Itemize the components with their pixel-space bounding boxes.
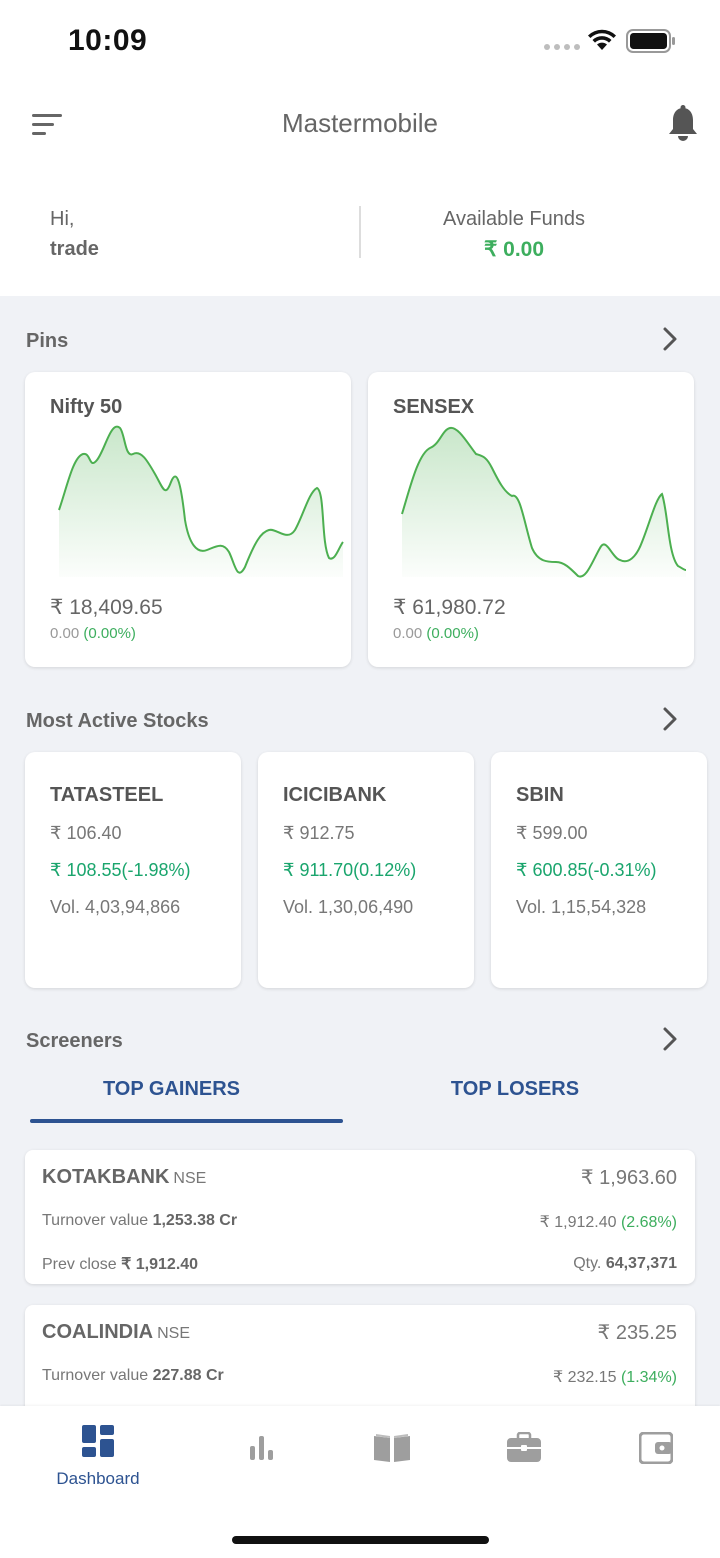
- greeting-hi: Hi,: [50, 208, 75, 230]
- pins-title: Pins: [26, 330, 69, 352]
- greeting-panel: Hi, trade Available Funds ₹ 0.00: [0, 176, 720, 296]
- stock-change: ₹ 108.55(-1.98%): [50, 860, 191, 880]
- change-line: ₹ 1,912.40 (2.68%): [540, 1212, 677, 1232]
- screener-price: ₹ 235.25: [597, 1322, 677, 1344]
- stock-price: ₹ 599.00: [516, 823, 588, 843]
- battery-icon: [626, 29, 675, 53]
- pins-chevron-right-icon[interactable]: [656, 325, 684, 353]
- nav-funds[interactable]: [596, 1424, 716, 1469]
- screener-price: ₹ 1,963.60: [580, 1167, 677, 1189]
- chart-icon: [250, 1436, 273, 1460]
- nav-portfolio[interactable]: [464, 1424, 584, 1469]
- sparkline-chart: [58, 425, 344, 577]
- active-tab-indicator: [30, 1119, 343, 1123]
- stock-name: TATASTEEL: [50, 784, 164, 806]
- qty-label: Qty.: [573, 1255, 602, 1272]
- signal-icon: [544, 44, 580, 50]
- change-line: ₹ 232.15 (1.34%): [553, 1367, 677, 1387]
- stock-name: SBIN: [516, 784, 564, 806]
- symbol-name: KOTAKBANK: [42, 1166, 170, 1188]
- pin-card-sensex[interactable]: SENSEX ₹ 61,980.72 0.00 (0.00%): [368, 372, 694, 667]
- stock-card-sbin[interactable]: SBIN ₹ 599.00 ₹ 600.85(-0.31%) Vol. 1,15…: [491, 752, 707, 988]
- status-bar: 10:09: [0, 0, 720, 84]
- most-active-title: Most Active Stocks: [26, 710, 209, 732]
- prev-close-label: Prev close: [42, 1256, 117, 1273]
- turnover-line: Turnover value 1,253.38 Cr: [42, 1212, 237, 1230]
- nav-dashboard[interactable]: Dashboard: [38, 1424, 158, 1489]
- app-header: Mastermobile: [0, 84, 720, 176]
- turnover-line: Turnover value 227.88 Cr: [42, 1367, 224, 1385]
- stock-card-tatasteel[interactable]: TATASTEEL ₹ 106.40 ₹ 108.55(-1.98%) Vol.…: [25, 752, 241, 988]
- sparkline-chart: [401, 426, 687, 578]
- wallet-icon: [638, 1431, 674, 1465]
- bottom-nav: Dashboard: [0, 1406, 720, 1558]
- available-funds-value: ₹ 0.00: [483, 238, 545, 261]
- turnover-value: 227.88 Cr: [152, 1367, 224, 1384]
- status-time: 10:09: [68, 24, 148, 57]
- qty-value: 64,37,371: [605, 1255, 677, 1272]
- change-pct: (1.34%): [620, 1369, 677, 1386]
- stock-name: ICICIBANK: [283, 784, 387, 806]
- tab-top-losers[interactable]: TOP LOSERS: [450, 1078, 580, 1100]
- pin-change-pct: (0.00%): [83, 625, 136, 642]
- home-indicator: [232, 1536, 489, 1544]
- prev-price: ₹ 1,912.40: [539, 1214, 617, 1231]
- greeting-username: trade: [50, 238, 99, 260]
- screener-symbol: COALINDIA NSE: [42, 1321, 190, 1344]
- stock-volume: Vol. 1,30,06,490: [283, 897, 414, 917]
- pin-change-pct: (0.00%): [426, 625, 479, 642]
- book-icon: [374, 1434, 410, 1462]
- pin-change-value: 0.00: [50, 625, 80, 642]
- pin-name: Nifty 50: [50, 396, 123, 418]
- prev-close-value: ₹ 1,912.40: [121, 1256, 199, 1273]
- stock-change: ₹ 600.85(-0.31%): [516, 860, 657, 880]
- stock-volume: Vol. 4,03,94,866: [50, 897, 181, 917]
- stock-volume: Vol. 1,15,54,328: [516, 897, 647, 917]
- pin-change: 0.00 (0.00%): [393, 625, 479, 642]
- prev-close-line: Prev close ₹ 1,912.40: [42, 1254, 198, 1274]
- pin-change: 0.00 (0.00%): [50, 625, 136, 642]
- stock-price: ₹ 106.40: [50, 823, 122, 843]
- nav-orderbook[interactable]: [332, 1424, 452, 1469]
- exchange-label: NSE: [173, 1170, 207, 1187]
- wifi-icon: [588, 29, 616, 50]
- stock-price: ₹ 912.75: [283, 823, 355, 843]
- nav-dashboard-label: Dashboard: [56, 1469, 140, 1488]
- exchange-label: NSE: [157, 1325, 191, 1342]
- stock-change: ₹ 911.70(0.12%): [283, 860, 417, 880]
- briefcase-icon: [507, 1431, 541, 1462]
- pin-price: ₹ 61,980.72: [393, 596, 506, 619]
- most-active-chevron-right-icon[interactable]: [656, 705, 684, 733]
- nav-markets[interactable]: [202, 1424, 322, 1467]
- qty-line: Qty. 64,37,371: [573, 1255, 677, 1273]
- available-funds-label: Available Funds: [443, 208, 585, 230]
- app-title: Mastermobile: [281, 108, 439, 138]
- notification-bell-icon[interactable]: [664, 104, 702, 144]
- turnover-value: 1,253.38 Cr: [152, 1212, 238, 1229]
- pin-card-nifty[interactable]: Nifty 50 ₹ 18,409.65 0.00 (0.00%): [25, 372, 351, 667]
- pin-price: ₹ 18,409.65: [50, 596, 163, 619]
- turnover-label: Turnover value: [42, 1367, 149, 1384]
- screener-symbol: KOTAKBANK NSE: [42, 1166, 206, 1189]
- divider: [359, 206, 361, 258]
- pin-name: SENSEX: [393, 396, 475, 418]
- screeners-chevron-right-icon[interactable]: [656, 1025, 684, 1053]
- tab-top-gainers[interactable]: TOP GAINERS: [102, 1078, 241, 1100]
- pin-change-value: 0.00: [393, 625, 423, 642]
- symbol-name: COALINDIA: [42, 1321, 154, 1343]
- screener-row-kotakbank[interactable]: KOTAKBANK NSE ₹ 1,963.60 Turnover value 1…: [25, 1150, 695, 1284]
- change-pct: (2.68%): [620, 1214, 677, 1231]
- turnover-label: Turnover value: [42, 1212, 149, 1229]
- screeners-title: Screeners: [26, 1030, 123, 1052]
- dashboard-icon: [82, 1425, 114, 1457]
- menu-icon[interactable]: [30, 110, 70, 150]
- stock-card-icicibank[interactable]: ICICIBANK ₹ 912.75 ₹ 911.70(0.12%) Vol. …: [258, 752, 474, 988]
- prev-price: ₹ 232.15: [552, 1369, 617, 1386]
